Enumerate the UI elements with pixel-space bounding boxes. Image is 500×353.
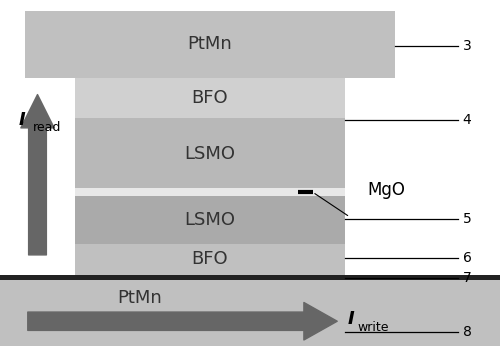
Text: 5: 5	[462, 212, 471, 226]
Text: LSMO: LSMO	[184, 211, 236, 229]
Text: MgO: MgO	[368, 181, 406, 198]
Bar	[75, 118, 345, 189]
Text: read: read	[32, 121, 61, 133]
Text: PtMn: PtMn	[188, 35, 232, 53]
Bar	[75, 188, 345, 196]
Text: 8: 8	[462, 325, 471, 339]
Text: write: write	[358, 321, 389, 334]
Bar	[75, 244, 345, 275]
Text: I: I	[19, 111, 26, 129]
Text: 3: 3	[462, 39, 471, 53]
Bar	[25, 11, 395, 78]
Text: I: I	[348, 311, 354, 328]
Text: BFO: BFO	[192, 251, 228, 268]
Text: 4: 4	[462, 113, 471, 127]
Text: 6: 6	[462, 251, 471, 265]
Bar	[0, 280, 500, 346]
Bar	[75, 78, 345, 118]
Bar	[0, 275, 500, 280]
Text: LSMO: LSMO	[184, 145, 236, 162]
Text: PtMn: PtMn	[118, 289, 162, 307]
Text: BFO: BFO	[192, 89, 228, 107]
Text: 7: 7	[462, 271, 471, 285]
Bar	[75, 196, 345, 244]
